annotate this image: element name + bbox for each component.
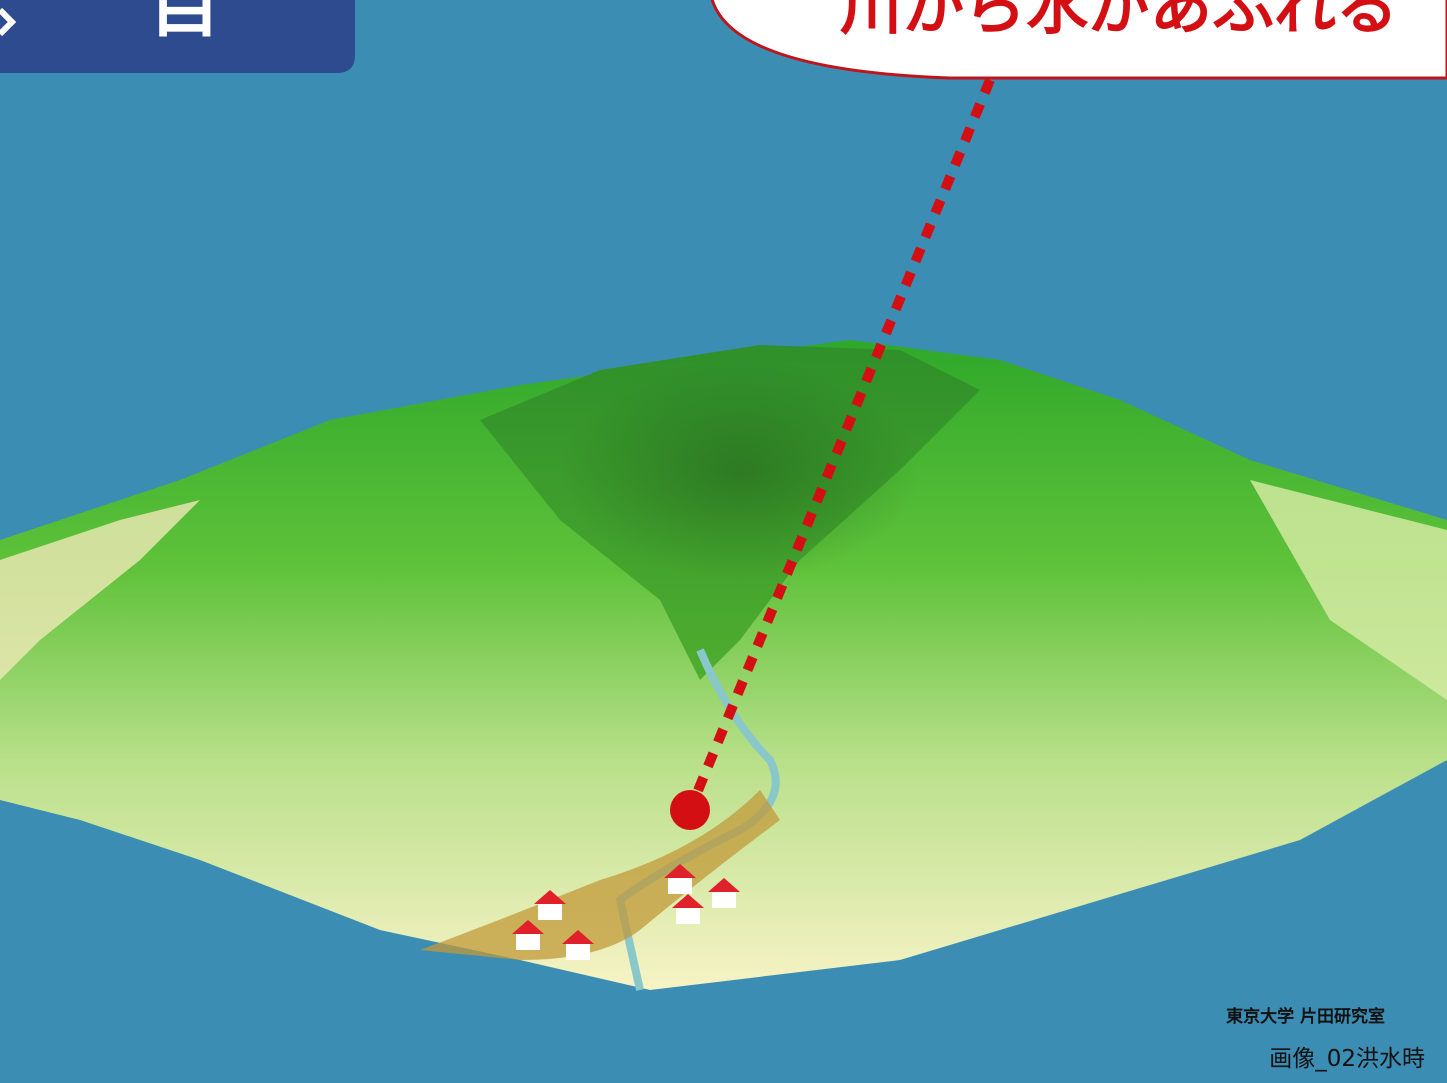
credit-source: 東京大学 片田研究室 <box>1226 1006 1385 1027</box>
pointer-line <box>685 78 995 812</box>
pointer-dot <box>670 790 710 830</box>
badge-arrow <box>0 7 17 37</box>
island <box>0 340 1447 990</box>
badge-box <box>0 0 355 73</box>
forest-shade <box>560 360 920 580</box>
debris <box>420 790 780 960</box>
right-slope <box>1250 480 1447 700</box>
callout-text: 川から水があふれる <box>840 0 1398 43</box>
houses <box>512 864 740 960</box>
credit-caption: 画像_02洪水時 <box>1269 1046 1425 1072</box>
badge-text: 目 <box>149 0 221 47</box>
callout-bubble <box>710 0 1447 80</box>
left-slope <box>0 500 200 680</box>
